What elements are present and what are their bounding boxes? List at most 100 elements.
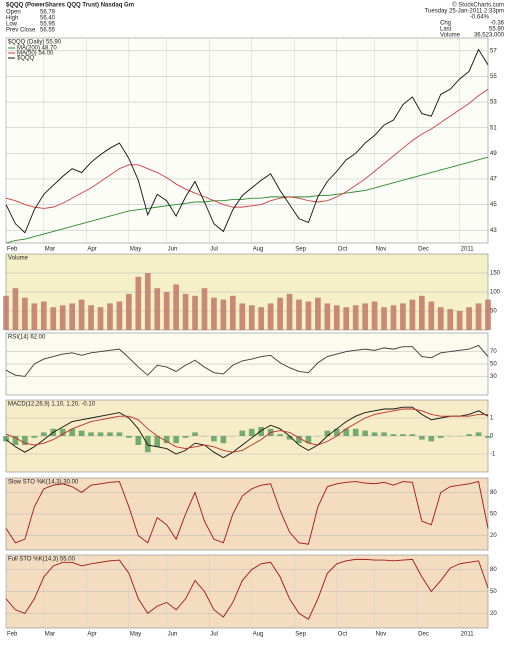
x-tick-label: Nov <box>376 247 387 253</box>
panel-title: Volume <box>8 256 29 262</box>
change: -0.64% <box>470 15 490 21</box>
bar <box>107 303 113 330</box>
y-tick-label: 50 <box>490 309 497 315</box>
y-tick-label: 100 <box>490 290 501 296</box>
field-label: Volume <box>440 33 461 39</box>
bar <box>428 302 434 331</box>
bar <box>98 432 104 436</box>
panel-title: Full STO %K(14,3) 55.00 <box>8 557 76 563</box>
bar <box>98 307 104 330</box>
bar <box>381 307 387 330</box>
bar <box>135 436 141 445</box>
bar <box>249 429 255 436</box>
y-tick-label: 45 <box>490 202 497 208</box>
bar <box>268 303 274 330</box>
bar <box>438 436 444 438</box>
x-tick-label: May <box>130 632 141 638</box>
bar <box>466 307 472 330</box>
x-tick-label: Jul <box>210 247 218 253</box>
panel-title: Slow STO %K(14,3) 30.00 <box>8 480 79 486</box>
bar <box>447 309 453 330</box>
bar <box>391 434 397 436</box>
bar <box>324 431 330 436</box>
bar <box>202 288 208 330</box>
source: © StockCharts.com <box>452 2 504 9</box>
legend-label: $QQQ <box>17 56 35 62</box>
symbol: $QQQ (PowerShares QQQ Trust) Nasdaq Gm <box>6 3 134 9</box>
bar <box>50 307 56 330</box>
x-tick-label: Mar <box>45 247 55 253</box>
bar <box>183 294 189 330</box>
x-tick-label: Sep <box>295 632 306 638</box>
bar <box>353 429 359 436</box>
y-tick-label: 20 <box>490 533 497 539</box>
bar <box>372 432 378 436</box>
bar <box>60 305 66 330</box>
bar <box>258 307 264 330</box>
bar <box>476 432 482 436</box>
bar <box>239 431 245 436</box>
y-tick-label: 20 <box>490 611 497 617</box>
bar <box>391 305 397 330</box>
bar <box>135 277 141 330</box>
bar <box>173 284 179 330</box>
x-tick-label: Nov <box>376 632 387 638</box>
y-tick-label: 70 <box>490 349 497 355</box>
x-tick-label: Oct <box>338 247 348 253</box>
x-tick-label: Jul <box>210 632 218 638</box>
bar <box>145 273 151 330</box>
bar <box>419 296 425 330</box>
y-tick-label: 47 <box>490 177 497 183</box>
bar <box>410 300 416 330</box>
y-tick-label: 53 <box>490 100 497 106</box>
bar <box>154 288 160 330</box>
bar <box>362 431 368 436</box>
x-tick-label: Sep <box>295 247 306 253</box>
bar <box>428 436 434 441</box>
x-tick-label: Oct <box>338 632 348 638</box>
bar <box>88 305 94 330</box>
bar <box>343 307 349 330</box>
bar <box>107 432 113 436</box>
bar <box>221 300 227 330</box>
bar <box>334 305 340 330</box>
bar <box>277 434 283 436</box>
bar <box>13 288 19 330</box>
bar <box>419 436 425 440</box>
bar <box>88 432 94 436</box>
x-tick-label: Apr <box>87 632 96 638</box>
bar <box>249 305 255 330</box>
x-tick-label: 2011 <box>461 632 475 638</box>
panel-title: MACD(12,26,9) 1.10, 1.20, -0.10 <box>8 402 96 408</box>
bar <box>485 300 491 330</box>
bar <box>239 303 245 330</box>
y-tick-label: 50 <box>490 589 497 595</box>
bar <box>466 434 472 436</box>
x-tick-label: Apr <box>87 247 96 253</box>
bar <box>485 436 491 438</box>
x-tick-label: Feb <box>7 247 18 253</box>
y-tick-label: 50 <box>490 512 497 518</box>
x-tick-label: Feb <box>7 632 18 638</box>
bar <box>41 302 47 331</box>
bar <box>372 302 378 331</box>
x-tick-label: Dec <box>418 632 429 638</box>
bar <box>230 296 236 330</box>
y-tick-label: 150 <box>490 271 501 277</box>
x-tick-label: Aug <box>253 632 264 638</box>
field-value: 36,523,000 <box>474 33 505 39</box>
x-tick-label: Mar <box>45 632 55 638</box>
bar <box>41 432 47 436</box>
bar <box>126 436 132 438</box>
y-tick-label: 80 <box>490 490 497 496</box>
bar <box>381 432 387 436</box>
bar <box>145 436 151 452</box>
y-tick-label: 57 <box>490 48 497 54</box>
y-tick-label: 51 <box>490 125 497 131</box>
bar <box>400 434 406 436</box>
field-value: 56.55 <box>40 28 56 34</box>
bar <box>221 436 227 443</box>
y-tick-label: 80 <box>490 567 497 573</box>
bar <box>126 294 132 330</box>
